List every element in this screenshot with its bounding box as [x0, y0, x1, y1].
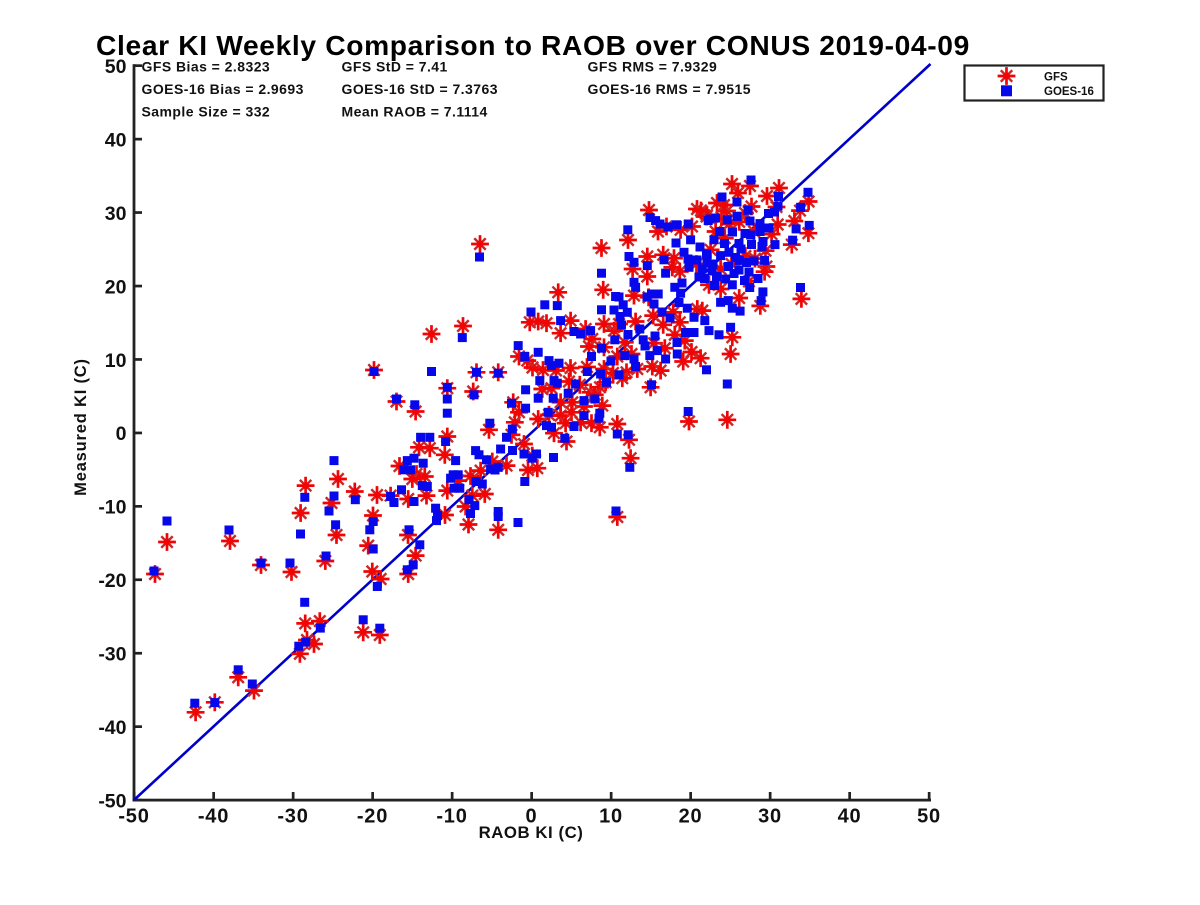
svg-text:GFS: GFS	[1044, 72, 1068, 84]
svg-text:10: 10	[599, 806, 623, 828]
svg-text:RAOB KI (C): RAOB KI (C)	[479, 823, 584, 842]
svg-text:0: 0	[116, 423, 127, 445]
svg-text:30: 30	[758, 806, 782, 828]
svg-text:GOES-16 RMS = 7.9515: GOES-16 RMS = 7.9515	[588, 81, 751, 97]
svg-text:-40: -40	[98, 717, 126, 739]
svg-text:-30: -30	[98, 644, 126, 666]
svg-text:-40: -40	[198, 806, 229, 828]
svg-text:20: 20	[679, 806, 703, 828]
svg-text:GFS Bias = 2.8323: GFS Bias = 2.8323	[142, 59, 271, 75]
svg-text:-10: -10	[98, 497, 126, 519]
svg-text:-10: -10	[436, 806, 467, 828]
svg-text:GOES-16 Bias = 2.9693: GOES-16 Bias = 2.9693	[142, 81, 304, 97]
svg-text:40: 40	[105, 130, 127, 152]
svg-text:Sample Size = 332: Sample Size = 332	[142, 104, 271, 120]
svg-text:GFS StD = 7.41: GFS StD = 7.41	[342, 59, 448, 75]
svg-text:Mean RAOB = 7.1114: Mean RAOB = 7.1114	[342, 104, 488, 120]
svg-text:40: 40	[838, 806, 862, 828]
svg-text:10: 10	[105, 350, 127, 372]
svg-text:50: 50	[105, 56, 127, 78]
svg-text:50: 50	[917, 806, 941, 828]
svg-text:GFS RMS = 7.9329: GFS RMS = 7.9329	[588, 59, 718, 75]
svg-text:-30: -30	[277, 806, 308, 828]
svg-text:-20: -20	[357, 806, 388, 828]
svg-text:20: 20	[105, 276, 127, 298]
svg-text:-20: -20	[98, 570, 126, 592]
svg-text:Clear KI Weekly Comparison to: Clear KI Weekly Comparison to RAOB over …	[96, 29, 970, 61]
svg-text:GOES-16: GOES-16	[1044, 86, 1094, 98]
svg-text:30: 30	[105, 203, 127, 225]
svg-text:-50: -50	[98, 791, 126, 813]
svg-text:0: 0	[526, 806, 538, 828]
svg-text:Measured KI (C): Measured KI (C)	[72, 358, 90, 496]
svg-text:GOES-16 StD = 7.3763: GOES-16 StD = 7.3763	[342, 81, 498, 97]
svg-text:-50: -50	[118, 806, 149, 828]
